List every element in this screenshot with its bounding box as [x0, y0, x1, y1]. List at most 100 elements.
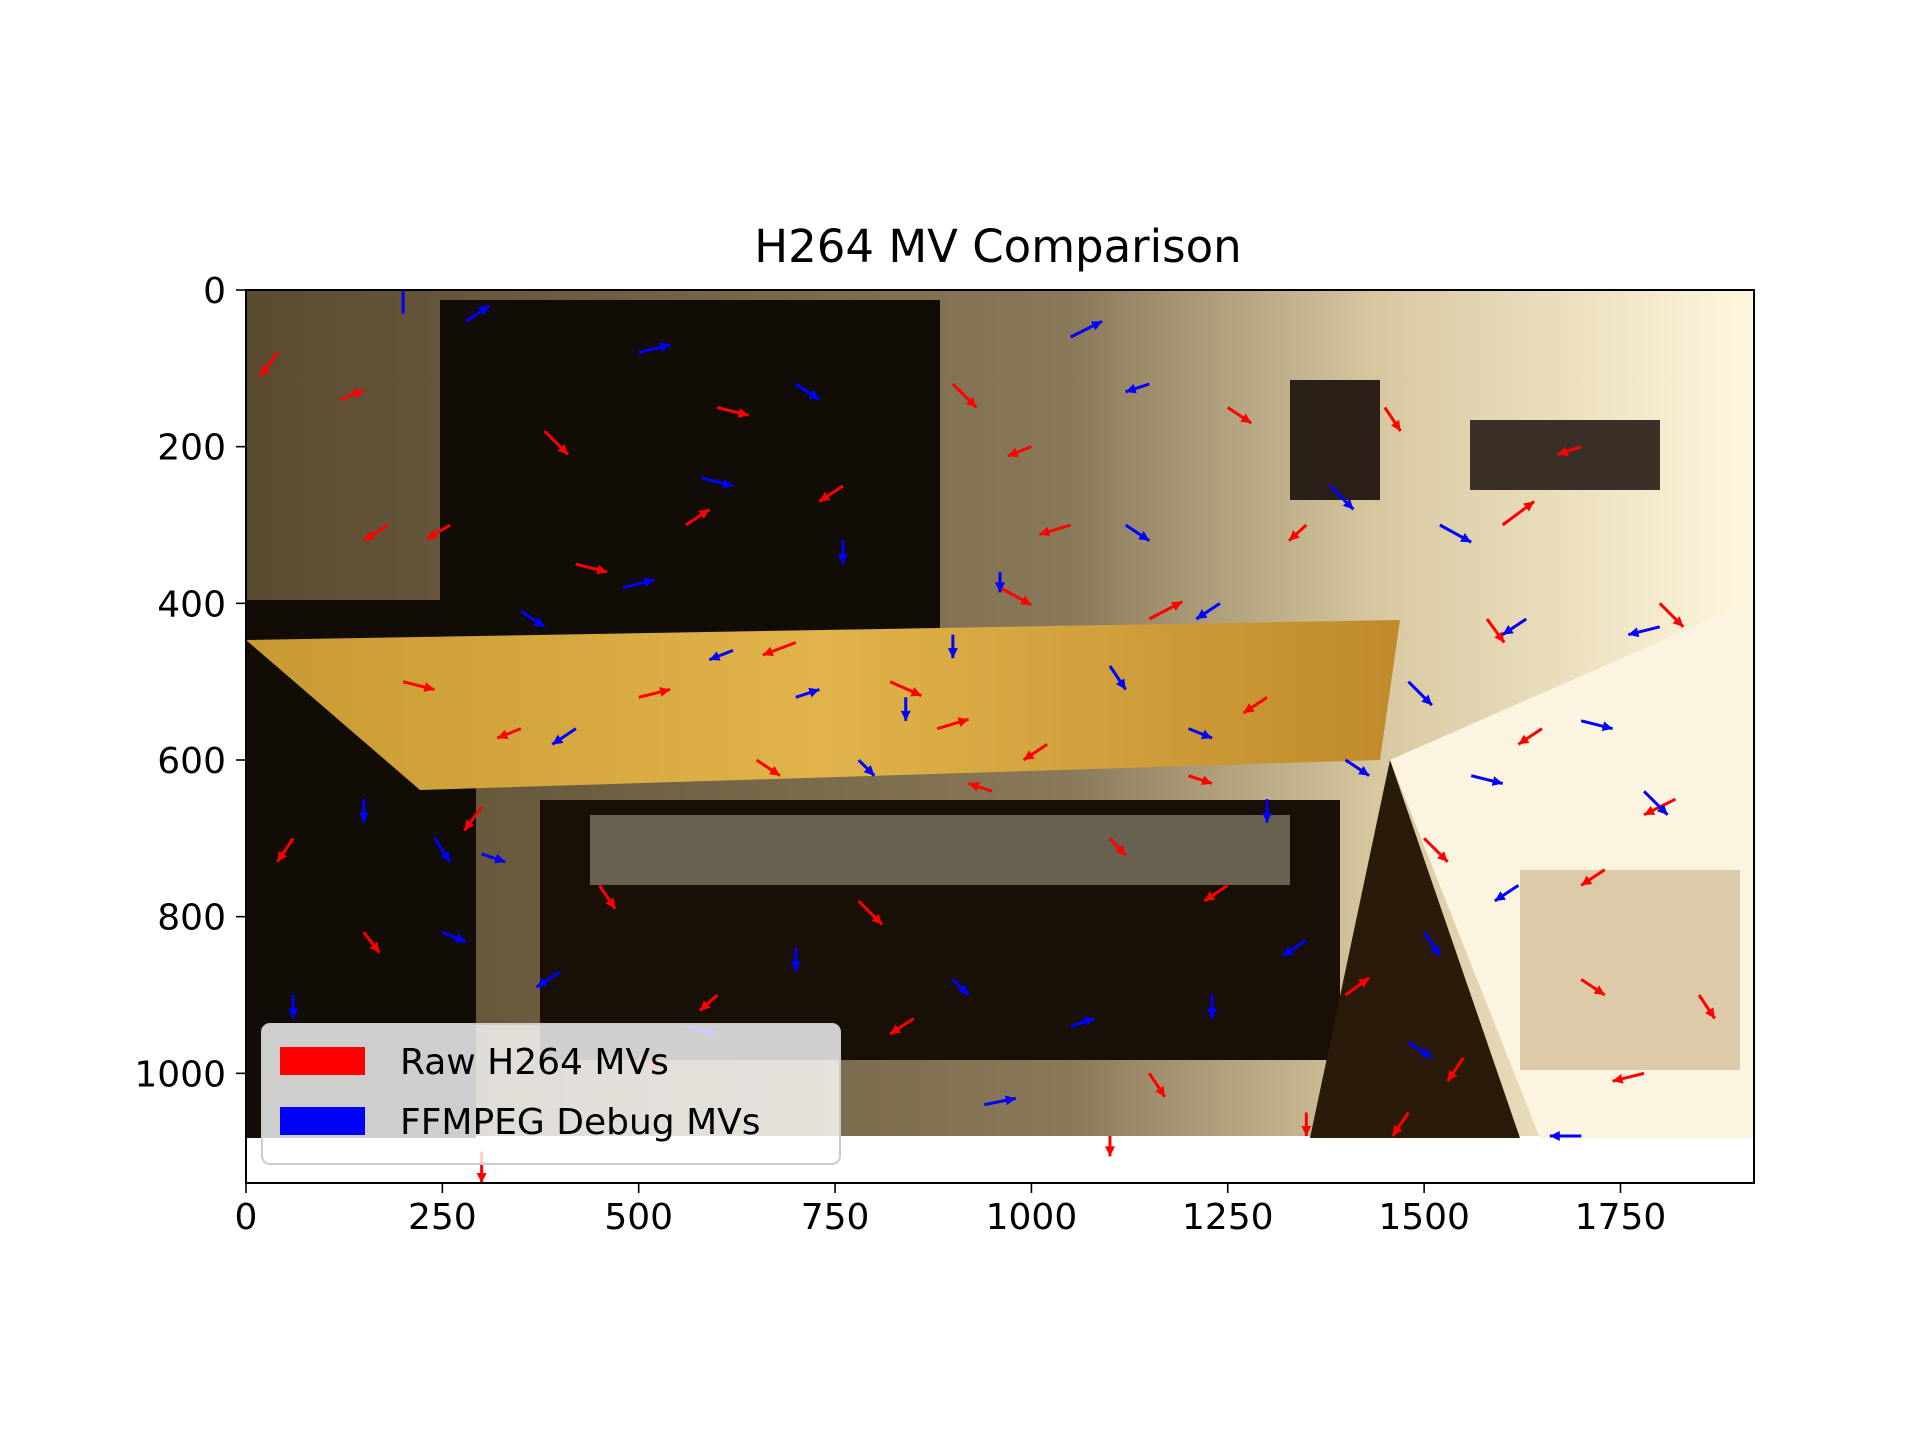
y-tick: 1000 [134, 1054, 246, 1095]
x-tick: 750 [801, 1183, 870, 1238]
h264-mv-arrow [1658, 602, 1685, 628]
ffmpeg-mv-arrow [701, 476, 734, 489]
ffmpeg-mv-arrow [708, 648, 734, 662]
h264-mv-arrow [762, 641, 797, 657]
ffmpeg-mv-arrow [1439, 523, 1472, 544]
y-tick-label: 200 [157, 428, 226, 469]
x-tick-label: 1000 [986, 1197, 1078, 1238]
ffmpeg-mv-arrow [288, 995, 299, 1019]
h264-mv-arrow [1557, 445, 1582, 457]
h264-mv-arrow [1188, 774, 1213, 786]
x-tick-label: 750 [801, 1197, 870, 1238]
h264-mv-arrow [1423, 837, 1449, 863]
ffmpeg-mv-arrow [947, 634, 958, 659]
h264-mv-arrow [463, 806, 483, 832]
x-tick: 1500 [1378, 1183, 1470, 1238]
h264-mv-arrow [1104, 1136, 1115, 1157]
ffmpeg-mv-arrow [1124, 523, 1151, 542]
ffmpeg-mv-arrow [983, 1095, 1017, 1107]
h264-mv-arrow [1391, 1111, 1410, 1137]
y-tick: 0 [203, 271, 246, 312]
h264-mv-arrow [698, 993, 719, 1012]
ffmpeg-mv-arrow [1549, 1131, 1582, 1141]
x-tick-label: 500 [604, 1197, 673, 1238]
y-tick-label: 0 [203, 271, 226, 312]
ffmpeg-mv-arrow [795, 687, 820, 699]
x-tick-label: 250 [408, 1197, 477, 1238]
h264-mv-arrow [1580, 978, 1606, 997]
y-tick: 600 [157, 741, 246, 782]
h264-mv-arrow [276, 837, 295, 863]
legend-box [261, 1023, 841, 1165]
h264-mv-arrow [1383, 406, 1402, 432]
h264-mv-arrow [1038, 523, 1072, 537]
h264-mv-arrow [889, 680, 923, 698]
ffmpeg-mv-arrow [433, 837, 452, 863]
ffmpeg-mv-arrow [1470, 774, 1504, 786]
h264-mv-arrow [857, 899, 884, 926]
ffmpeg-mv-arrow [1070, 1016, 1095, 1028]
x-tick-label: 1750 [1575, 1197, 1667, 1238]
y-axis: 0 200 400 600 800 1000 [134, 271, 246, 1095]
h264-mv-arrow [999, 586, 1033, 607]
y-tick-label: 600 [157, 741, 226, 782]
h264-mv-arrow [755, 758, 781, 777]
ffmpeg-mv-arrow [794, 382, 821, 401]
h264-mv-arrow [1007, 445, 1032, 458]
legend-swatch-ffmpeg-debug [280, 1107, 365, 1135]
x-axis: 0 250 500 750 1000 1250 1500 1750 [235, 1183, 1667, 1238]
ffmpeg-mv-arrow [1281, 938, 1308, 958]
h264-mv-arrow [496, 727, 522, 740]
ffmpeg-mv-arrow [837, 540, 848, 565]
h264-mv-arrow [1301, 1112, 1312, 1136]
ffmpeg-mv-arrow [1627, 625, 1661, 638]
ffmpeg-mv-arrow [1501, 617, 1528, 636]
legend: Raw H264 MVs FFMPEG Debug MVs [261, 1023, 841, 1165]
ffmpeg-mv-arrow [535, 970, 561, 989]
ffmpeg-mv-arrow [1407, 680, 1434, 707]
h264-mv-arrow [1148, 600, 1183, 621]
h264-mv-arrow [362, 523, 389, 542]
y-tick-label: 1000 [134, 1054, 226, 1095]
h264-mv-arrow [425, 523, 451, 541]
ffmpeg-mv-arrow [1328, 484, 1355, 511]
ffmpeg-mv-series [288, 290, 1669, 1141]
ffmpeg-mv-arrow [465, 304, 491, 323]
ffmpeg-mv-arrow [1344, 758, 1370, 777]
h264-mv-arrow [1242, 696, 1268, 715]
ffmpeg-mv-arrow [520, 609, 546, 629]
plot-frame [245, 289, 1755, 1184]
ffmpeg-mv-arrow [790, 948, 801, 972]
ffmpeg-mv-arrow [1195, 602, 1221, 621]
x-tick-label: 0 [235, 1197, 258, 1238]
h264-mv-arrow [1517, 727, 1543, 746]
h264-mv-arrow [339, 388, 365, 402]
h264-mv-arrow [1108, 837, 1127, 857]
h264-mv-arrow [575, 562, 608, 575]
h264-mv-arrow [598, 884, 617, 910]
ffmpeg-mv-arrow [1422, 931, 1442, 957]
y-tick-label: 800 [157, 898, 226, 939]
h264-mv-arrow [968, 781, 993, 793]
ffmpeg-mv-arrow [857, 758, 876, 777]
h264-mv-arrow [1022, 743, 1048, 762]
plot-area [245, 289, 1755, 1184]
h264-mv-arrow [1226, 406, 1253, 425]
ffmpeg-mv-arrow [1580, 719, 1613, 732]
h264-mv-arrow [1446, 1056, 1465, 1083]
ffmpeg-mv-arrow [1493, 884, 1520, 903]
h264-mv-arrow [1697, 994, 1716, 1020]
ffmpeg-mv-arrow [441, 930, 467, 944]
h264-mv-arrow [889, 1017, 915, 1036]
h264-mv-arrow [258, 351, 279, 378]
ffmpeg-mv-arrow [1262, 799, 1273, 823]
y-tick-label: 400 [157, 584, 226, 625]
legend-label-raw-h264: Raw H264 MVs [400, 1042, 669, 1083]
h264-mv-arrow [1203, 884, 1229, 903]
h264-mv-arrow [685, 508, 711, 527]
ffmpeg-mv-arrow [1642, 790, 1669, 816]
x-tick: 1000 [986, 1183, 1078, 1238]
h264-mv-arrow [936, 717, 970, 731]
h264-mv-arrow [1344, 976, 1371, 997]
